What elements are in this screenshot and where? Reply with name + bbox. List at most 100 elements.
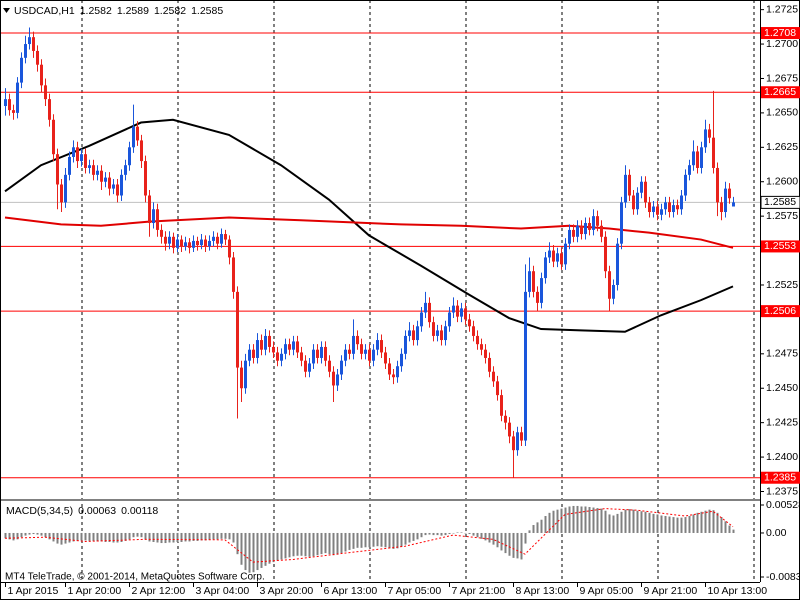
- macd-bar: [396, 532, 399, 549]
- macd-bar: [512, 532, 515, 558]
- macd-bar: [424, 532, 427, 536]
- candle-body: [532, 271, 535, 292]
- candle-body: [116, 184, 119, 196]
- macd-bar: [488, 532, 491, 543]
- macd-bar: [604, 510, 607, 533]
- macd-bar: [504, 532, 507, 554]
- candle-body: [216, 236, 219, 244]
- candle-body: [312, 349, 315, 364]
- macd-bar: [592, 507, 595, 533]
- candle-body: [204, 239, 207, 247]
- candle-body: [72, 147, 75, 157]
- macd-bar: [344, 532, 347, 552]
- candle-body: [688, 165, 691, 175]
- macd-bar: [192, 532, 195, 541]
- candle-body: [16, 82, 19, 113]
- macd-bar: [460, 532, 463, 533]
- macd-bar: [216, 532, 219, 540]
- candle-body: [696, 151, 699, 168]
- level-label: 1.2665: [764, 86, 796, 98]
- candle-body: [540, 278, 543, 303]
- x-tick-label: 10 Apr 13:00: [708, 585, 768, 597]
- candle-body: [512, 436, 515, 451]
- macd-bar: [196, 532, 199, 541]
- macd-bar: [264, 532, 267, 566]
- candle-body: [224, 234, 227, 240]
- y-tick-label: 1.2650: [766, 107, 798, 119]
- candle-body: [28, 37, 31, 45]
- macd-bar: [108, 532, 111, 542]
- candle-body: [108, 177, 111, 189]
- macd-bar: [156, 532, 159, 543]
- candle-body: [192, 240, 195, 248]
- candle-body: [304, 360, 307, 372]
- candle-body: [132, 126, 135, 148]
- macd-bar: [624, 509, 627, 533]
- macd-bar: [164, 532, 167, 544]
- menu-arrow[interactable]: [3, 8, 10, 13]
- macd-bar: [612, 515, 615, 533]
- candle-body: [508, 422, 511, 437]
- candle-body: [404, 335, 407, 354]
- candle-body: [396, 366, 399, 378]
- macd-bar: [12, 532, 15, 541]
- macd-bar: [376, 532, 379, 547]
- macd-bar: [112, 532, 115, 543]
- macd-bar: [288, 532, 291, 558]
- macd-bar: [580, 506, 583, 533]
- macd-bar: [308, 532, 311, 557]
- moving-average: [4, 118, 734, 333]
- candle-body: [24, 44, 27, 58]
- macd-bar: [456, 532, 459, 533]
- candle-body: [632, 195, 635, 210]
- macd-bar: [628, 509, 631, 533]
- level-label-box: [761, 27, 800, 40]
- macd-bar: [496, 532, 499, 548]
- x-tick-label: 9 Apr 21:00: [644, 585, 698, 597]
- macd-bar: [400, 532, 403, 547]
- candle-body: [720, 202, 723, 213]
- y-tick-label: 1.2525: [766, 279, 798, 291]
- macd-bar: [408, 532, 411, 543]
- y-tick-label: 1.2575: [766, 210, 798, 222]
- candle-body: [568, 229, 571, 244]
- macd-bar: [276, 532, 279, 561]
- macd-bar: [228, 532, 231, 540]
- price-label-box: [760, 195, 800, 209]
- candle-body: [8, 99, 11, 111]
- candle-body: [564, 243, 567, 265]
- macd-bar: [364, 532, 367, 548]
- macd-bar: [72, 532, 75, 542]
- candle-body: [336, 374, 339, 386]
- candle-body: [232, 257, 235, 292]
- candle-body: [440, 330, 443, 341]
- macd-bar: [84, 532, 87, 541]
- macd-bar: [356, 532, 359, 548]
- macd-bar: [728, 525, 731, 533]
- candle-body: [340, 360, 343, 375]
- y-tick-label: 1.2425: [766, 416, 798, 428]
- candle-body: [4, 99, 7, 107]
- macd-bar: [340, 532, 343, 554]
- candle-body: [436, 330, 439, 336]
- candle-body: [708, 129, 711, 138]
- macd-bar: [136, 532, 139, 537]
- candle-body: [576, 225, 579, 237]
- candle-body: [556, 253, 559, 262]
- candle-body: [716, 167, 719, 203]
- candle-body: [348, 349, 351, 354]
- level-label-box: [761, 471, 800, 484]
- candle-body: [408, 330, 411, 336]
- macd-bar: [588, 507, 591, 533]
- macd-bar: [116, 532, 119, 543]
- candle-body: [12, 110, 15, 113]
- candle-body: [88, 165, 91, 168]
- macd-bar: [312, 532, 315, 557]
- macd-bar: [388, 532, 391, 549]
- candle-body: [648, 202, 651, 213]
- macd-bar: [684, 517, 687, 533]
- macd-bar: [232, 532, 235, 543]
- macd-bar: [180, 532, 183, 542]
- candle-body: [328, 360, 331, 372]
